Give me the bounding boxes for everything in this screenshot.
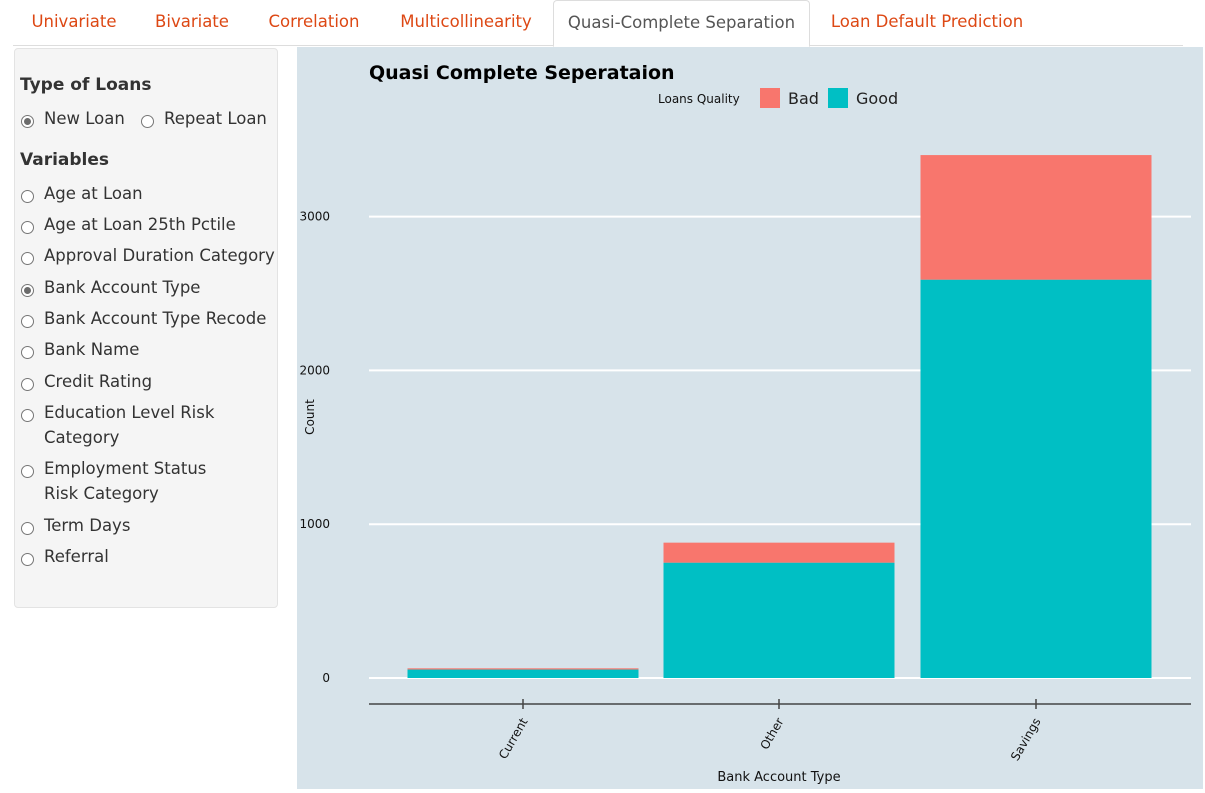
stacked-bar-chart: Quasi Complete Seperataion Loans Quality… — [299, 62, 1191, 785]
tab-univariate[interactable]: Univariate — [31, 12, 117, 31]
x-axis-label: Bank Account Type — [717, 770, 840, 785]
radio-referral[interactable]: Referral — [21, 547, 109, 569]
bar-good-other[interactable] — [663, 562, 895, 678]
radio-bank-account-type-recode[interactable]: Bank Account Type Recode — [21, 309, 266, 331]
radio-button[interactable] — [21, 190, 34, 203]
radio-age-at-loan-25th-pctile[interactable]: Age at Loan 25th Pctile — [21, 215, 236, 237]
radio-label: New Loan — [44, 109, 125, 128]
tab-bar: Univariate Bivariate Correlation Multico… — [13, 0, 1183, 47]
x-tick-label: Savings — [1008, 716, 1044, 764]
radio-bank-account-type[interactable]: Bank Account Type — [21, 278, 200, 300]
radio-button[interactable] — [21, 522, 34, 535]
legend-label-good: Good — [856, 89, 898, 108]
radio-bank-name[interactable]: Bank Name — [21, 340, 139, 362]
radio-button[interactable] — [21, 221, 34, 234]
tab-multicollinearity[interactable]: Multicollinearity — [400, 12, 532, 31]
tab-correlation[interactable]: Correlation — [268, 12, 360, 31]
radio-button[interactable] — [21, 465, 34, 478]
chart-panel: Quasi Complete Seperataion Loans Quality… — [297, 47, 1203, 789]
tab-loan-default-prediction[interactable]: Loan Default Prediction — [830, 12, 1024, 31]
radio-button[interactable] — [21, 553, 34, 566]
bar-bad-other[interactable] — [663, 542, 895, 563]
radio-education-level-risk-category[interactable]: Education Level Risk Category — [21, 403, 224, 450]
radio-label: Repeat Loan — [164, 109, 267, 128]
legend-swatch-good — [828, 88, 848, 108]
x-tick-label: Other — [757, 715, 786, 752]
x-tick-label: Current — [496, 715, 531, 761]
radio-button[interactable] — [21, 115, 34, 128]
radio-label: Bank Account Type — [44, 278, 201, 297]
radio-button[interactable] — [21, 315, 34, 328]
bar-good-current[interactable] — [407, 669, 639, 678]
radio-label: Approval Duration Category — [44, 246, 275, 265]
radio-button[interactable] — [21, 409, 34, 422]
sidebar-panel: Type of Loans New Loan Repeat Loan Varia… — [14, 48, 278, 608]
radio-term-days[interactable]: Term Days — [21, 516, 130, 538]
bar-bad-current[interactable] — [407, 668, 639, 670]
radio-repeat-loan[interactable]: Repeat Loan — [141, 109, 267, 131]
y-axis-label: Count — [303, 399, 317, 435]
radio-label: Age at Loan 25th Pctile — [44, 215, 236, 234]
radio-employment-status-risk-category[interactable]: Employment Status Risk Category — [21, 459, 244, 506]
tab-bivariate[interactable]: Bivariate — [155, 12, 229, 31]
radio-label: Employment Status Risk Category — [44, 459, 207, 503]
radio-label: Age at Loan — [44, 184, 143, 203]
radio-button[interactable] — [21, 284, 34, 297]
variables-heading: Variables — [20, 150, 110, 170]
y-tick-label: 1000 — [299, 517, 330, 531]
bar-good-savings[interactable] — [920, 279, 1152, 678]
y-tick-label: 3000 — [299, 210, 330, 224]
radio-button[interactable] — [141, 115, 154, 128]
y-tick-label: 0 — [322, 671, 330, 685]
radio-label: Bank Name — [44, 340, 140, 359]
legend-label-bad: Bad — [788, 89, 819, 108]
radio-label: Credit Rating — [44, 372, 153, 391]
loan-type-heading: Type of Loans — [20, 75, 152, 95]
radio-button[interactable] — [21, 378, 34, 391]
radio-label: Bank Account Type Recode — [44, 309, 267, 328]
chart-title: Quasi Complete Seperataion — [369, 62, 675, 84]
tab-quasi-complete-separation[interactable]: Quasi-Complete Separation — [553, 0, 810, 47]
radio-new-loan[interactable]: New Loan — [21, 109, 125, 131]
radio-age-at-loan[interactable]: Age at Loan — [21, 184, 143, 206]
radio-label: Term Days — [44, 516, 131, 535]
radio-button[interactable] — [21, 252, 34, 265]
y-tick-label: 2000 — [299, 363, 330, 377]
legend-title: Loans Quality — [658, 92, 740, 106]
bar-bad-savings[interactable] — [920, 155, 1152, 280]
legend-swatch-bad — [760, 88, 780, 108]
radio-label: Education Level Risk Category — [44, 403, 215, 447]
radio-credit-rating[interactable]: Credit Rating — [21, 372, 152, 394]
radio-button[interactable] — [21, 346, 34, 359]
radio-label: Referral — [44, 547, 109, 566]
radio-approval-duration-category[interactable]: Approval Duration Category — [21, 246, 275, 268]
